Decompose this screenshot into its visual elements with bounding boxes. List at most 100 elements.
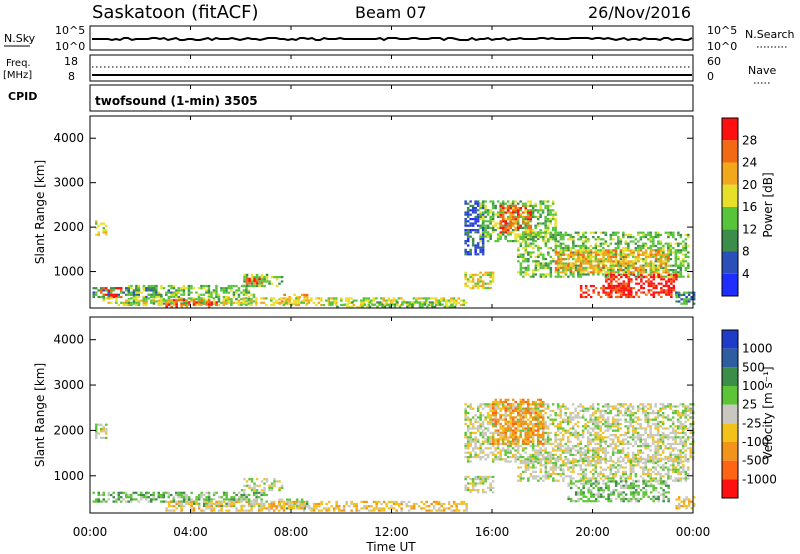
velocity-cell xyxy=(646,416,650,419)
power-cell xyxy=(552,260,555,263)
velocity-cell xyxy=(506,423,510,426)
power-cell xyxy=(607,284,611,287)
power-cell xyxy=(466,220,470,223)
power-cell xyxy=(559,233,563,236)
power-cell xyxy=(614,264,618,267)
velocity-cell xyxy=(481,440,485,443)
power-cell xyxy=(669,258,673,261)
power-cell xyxy=(589,251,593,254)
velocity-cell xyxy=(387,500,391,503)
velocity-cell xyxy=(212,493,216,497)
velocity-cell xyxy=(519,412,522,415)
velocity-cell xyxy=(220,507,223,510)
power-cell xyxy=(253,280,256,283)
velocity-cell xyxy=(684,412,687,415)
power-cell xyxy=(157,299,161,302)
power-cell xyxy=(584,255,588,259)
power-cell xyxy=(512,222,515,225)
velocity-cell xyxy=(95,434,98,437)
power-cell xyxy=(486,233,490,236)
power-cell xyxy=(385,301,388,304)
power-cell xyxy=(597,238,600,241)
velocity-cell xyxy=(489,486,492,489)
velocity-cell xyxy=(591,420,595,423)
velocity-cell xyxy=(559,416,562,419)
power-cell xyxy=(527,233,530,236)
velocity-cell xyxy=(185,493,188,497)
velocity-cell xyxy=(581,405,585,408)
power-cell xyxy=(240,298,243,301)
velocity-cell xyxy=(466,486,470,489)
velocity-cell xyxy=(554,449,557,452)
power-cell xyxy=(682,300,686,303)
power-cell xyxy=(627,244,630,247)
power-cell xyxy=(471,237,475,240)
velocity-cell xyxy=(636,449,640,452)
power-cell xyxy=(544,207,547,210)
power-cell xyxy=(609,251,613,254)
velocity-cell xyxy=(626,447,630,450)
velocity-cell xyxy=(514,453,517,456)
velocity-cell xyxy=(242,505,246,508)
velocity-cell xyxy=(282,507,286,510)
velocity-cell xyxy=(486,405,490,408)
power-cell xyxy=(382,299,386,302)
velocity-cell xyxy=(489,440,492,443)
velocity-cell xyxy=(636,453,640,456)
power-cell xyxy=(574,251,578,254)
velocity-cell xyxy=(624,418,627,421)
power-cell xyxy=(567,238,570,241)
power-cell xyxy=(97,289,100,292)
velocity-cell xyxy=(250,504,253,508)
power-cell xyxy=(637,247,640,250)
power-cell xyxy=(539,222,542,225)
power-cell xyxy=(388,305,392,308)
velocity-cell xyxy=(639,425,642,428)
power-cell xyxy=(572,266,575,270)
power-cell xyxy=(544,242,548,245)
power-cell xyxy=(170,284,173,288)
nsky-trace xyxy=(92,36,693,42)
power-cell xyxy=(609,295,613,299)
power-cell xyxy=(484,231,487,234)
velocity-cell xyxy=(172,496,175,499)
power-cell xyxy=(657,231,660,234)
power-cell xyxy=(172,284,176,288)
power-cell xyxy=(474,218,477,221)
velocity-cell xyxy=(541,453,545,456)
velocity-cell xyxy=(122,498,125,501)
power-cell xyxy=(667,242,670,245)
power-cell xyxy=(137,301,141,304)
velocity-cell xyxy=(626,409,630,412)
power-cell xyxy=(243,273,246,276)
power-cell xyxy=(582,242,585,245)
power-cell xyxy=(604,249,608,252)
power-cell xyxy=(642,244,645,247)
power-cell xyxy=(197,295,201,299)
power-cell xyxy=(462,299,466,302)
velocity-cell xyxy=(599,456,602,459)
power-cell xyxy=(577,266,580,270)
velocity-cell xyxy=(464,484,467,487)
power-cell xyxy=(574,269,578,272)
velocity-cell xyxy=(614,418,617,421)
velocity-cell xyxy=(561,438,565,441)
power-cell xyxy=(240,291,243,294)
velocity-cell xyxy=(232,496,236,499)
velocity-cell xyxy=(489,431,492,434)
velocity-cell xyxy=(175,502,178,506)
power-cell xyxy=(579,293,583,296)
power-cell xyxy=(539,275,543,278)
power-cell xyxy=(557,231,560,234)
velocity-cell xyxy=(536,423,540,426)
velocity-cell xyxy=(636,423,640,426)
power-cell xyxy=(551,213,555,216)
velocity-cell xyxy=(574,449,577,452)
velocity-cell xyxy=(559,405,562,408)
power-cell xyxy=(642,231,645,234)
velocity-cell xyxy=(666,414,670,417)
power-cell xyxy=(235,301,238,304)
velocity-cell xyxy=(484,458,487,461)
velocity-cell xyxy=(606,429,610,432)
power-cell xyxy=(212,291,216,294)
